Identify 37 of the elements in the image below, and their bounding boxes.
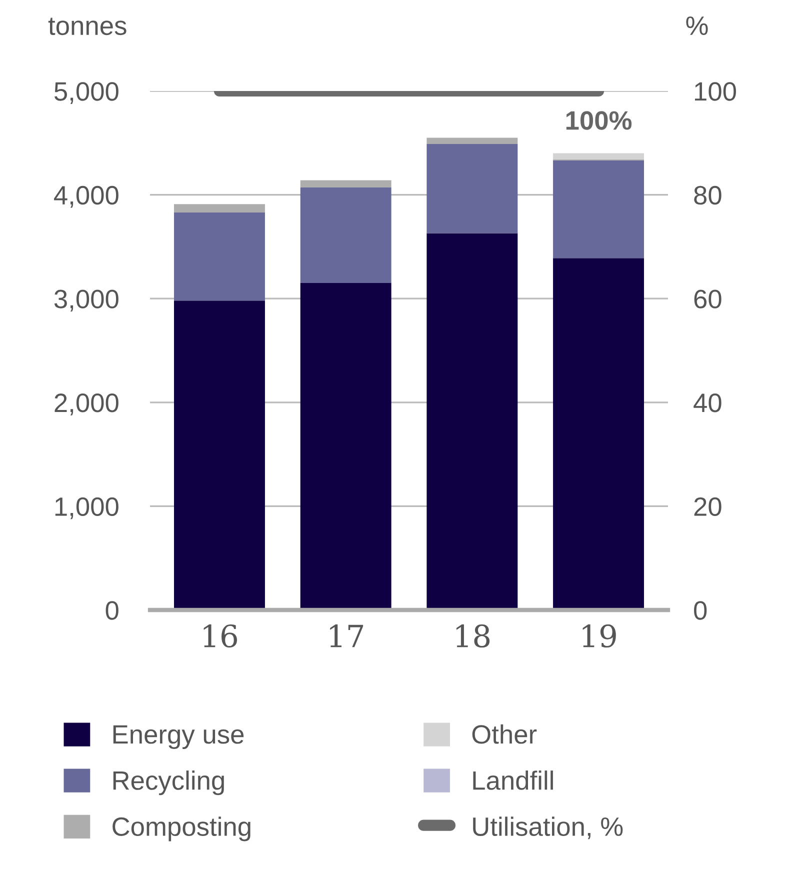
- bar: [300, 283, 392, 610]
- legend-label: Composting: [112, 816, 250, 842]
- y2-tick-label: 0: [694, 601, 707, 620]
- y-axis-title: tonnes: [48, 18, 126, 36]
- y-tick-label: 3,000: [54, 290, 118, 312]
- bar: [553, 258, 644, 610]
- bar: [300, 180, 392, 188]
- y-tick-label: 1,000: [55, 497, 118, 520]
- legend-label: Utilisation, %: [473, 816, 623, 840]
- y2-tick-label: 80: [694, 186, 722, 205]
- x-tick-label: 17: [330, 624, 364, 648]
- y2-tick-label: 40: [694, 394, 722, 412]
- data-label: 100%: [566, 111, 632, 130]
- x-tick-label: 16: [204, 624, 238, 648]
- x-tick-label: 19: [582, 624, 616, 648]
- bar: [174, 300, 265, 610]
- legend-label: Landfill: [473, 770, 553, 790]
- bar: [174, 204, 265, 212]
- y-tick-label: 5,000: [54, 82, 118, 104]
- bar: [426, 144, 518, 234]
- bar: [300, 188, 392, 284]
- y2-axis-title: %: [686, 16, 708, 35]
- legend-label: Recycling: [113, 770, 224, 796]
- bar: [174, 212, 265, 301]
- bar: [426, 233, 518, 610]
- y2-tick-label: 20: [694, 497, 722, 516]
- legend-label: Energy use: [113, 725, 244, 750]
- y-tick-label: 0: [106, 601, 118, 620]
- y-tick-label: 2,000: [54, 394, 118, 416]
- y2-tick-label: 100: [695, 82, 736, 101]
- y-tick-label: 4,000: [54, 186, 118, 208]
- y2-tick-label: 60: [694, 290, 722, 308]
- bar: [553, 153, 644, 160]
- bar: [553, 160, 644, 258]
- legend-label: Other: [472, 724, 537, 744]
- bar: [426, 138, 518, 144]
- x-tick-label: 18: [456, 624, 490, 648]
